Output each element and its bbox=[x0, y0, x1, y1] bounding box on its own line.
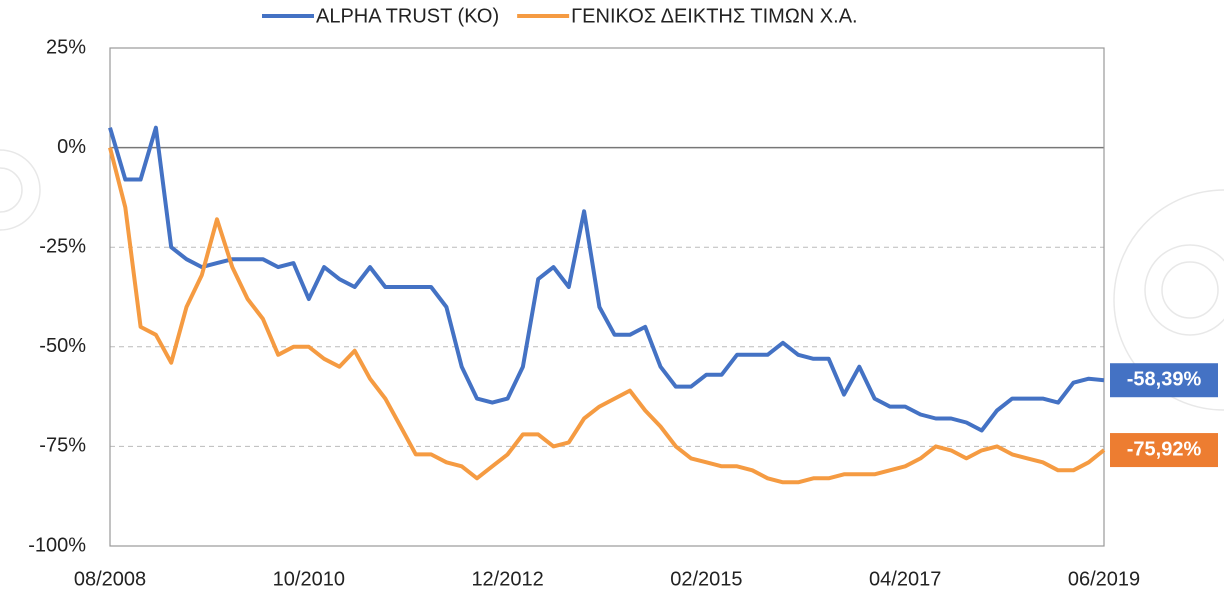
y-tick-label: 25% bbox=[46, 36, 86, 58]
legend-label: ΓΕΝΙΚΟΣ ΔΕΙΚΤΗΣ ΤΙΜΩΝ Χ.Α. bbox=[571, 5, 857, 27]
plot-border bbox=[109, 47, 1105, 547]
x-tick-label: 10/2010 bbox=[273, 568, 345, 590]
y-tick-label: 0% bbox=[57, 136, 86, 158]
value-label: -58,39% bbox=[1127, 369, 1202, 391]
series-line bbox=[108, 147, 1106, 485]
x-tick-label: 02/2015 bbox=[670, 568, 742, 590]
legend: ALPHA TRUST (ΚΟ) ΓΕΝΙΚΟΣ ΔΕΙΚΤΗΣ ΤΙΜΩΝ Χ.… bbox=[262, 5, 858, 27]
legend-label: ALPHA TRUST (ΚΟ) bbox=[316, 5, 499, 27]
value-label: -75,92% bbox=[1127, 438, 1202, 460]
value-label-box bbox=[1110, 363, 1218, 398]
y-tick-label: -25% bbox=[39, 235, 86, 257]
value-label-box bbox=[1110, 433, 1218, 468]
y-tick-label: -50% bbox=[39, 335, 86, 357]
background-decoration bbox=[0, 149, 1224, 411]
x-tick-label: 06/2019 bbox=[1068, 568, 1140, 590]
x-tick-label: 08/2008 bbox=[74, 568, 146, 590]
x-tick-label: 04/2017 bbox=[869, 568, 941, 590]
series-line bbox=[108, 125, 1105, 433]
y-tick-label: -100% bbox=[28, 534, 86, 556]
x-tick-label: 12/2012 bbox=[471, 568, 543, 590]
y-tick-label: -75% bbox=[39, 435, 86, 457]
